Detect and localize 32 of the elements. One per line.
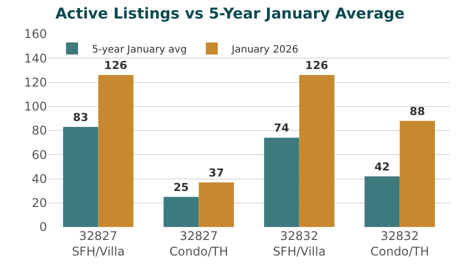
x-tick-label: 32832 SFH/Villa	[272, 229, 326, 259]
y-tick-label: 100	[24, 100, 47, 114]
x-tick-label: 32827 Condo/TH	[169, 229, 228, 259]
x-tick-label: 32827 SFH/Villa	[72, 229, 125, 259]
y-tick-label: 120	[24, 75, 47, 90]
data-label: 74	[274, 122, 290, 135]
bar	[164, 196, 199, 227]
y-tick-label: 0	[39, 220, 47, 234]
data-label: 126	[305, 59, 328, 72]
bar	[98, 75, 134, 227]
bar	[264, 138, 300, 227]
bar	[400, 120, 435, 227]
chart-title: Active Listings vs 5-Year January Average	[55, 4, 405, 23]
bar	[198, 182, 234, 227]
legend-label: 5-year January avg	[92, 44, 187, 56]
data-label: 42	[374, 160, 390, 174]
bar	[299, 75, 334, 227]
y-tick-label: 20	[32, 196, 47, 210]
bar	[364, 176, 400, 227]
y-tick-label: 140	[24, 51, 47, 66]
data-label: 126	[104, 59, 128, 72]
y-tick-label: 80	[32, 124, 47, 138]
legend-label: January 2026	[230, 44, 298, 56]
data-label: 37	[208, 166, 224, 180]
y-tick-label: 40	[32, 172, 47, 186]
x-tick-label: 32832 Condo/TH	[370, 229, 430, 259]
data-label: 83	[73, 110, 88, 124]
y-tick-label: 160	[24, 27, 47, 42]
data-label: 88	[410, 104, 425, 118]
y-tick-label: 60	[32, 148, 47, 162]
bar	[63, 126, 98, 227]
data-label: 25	[174, 180, 189, 194]
